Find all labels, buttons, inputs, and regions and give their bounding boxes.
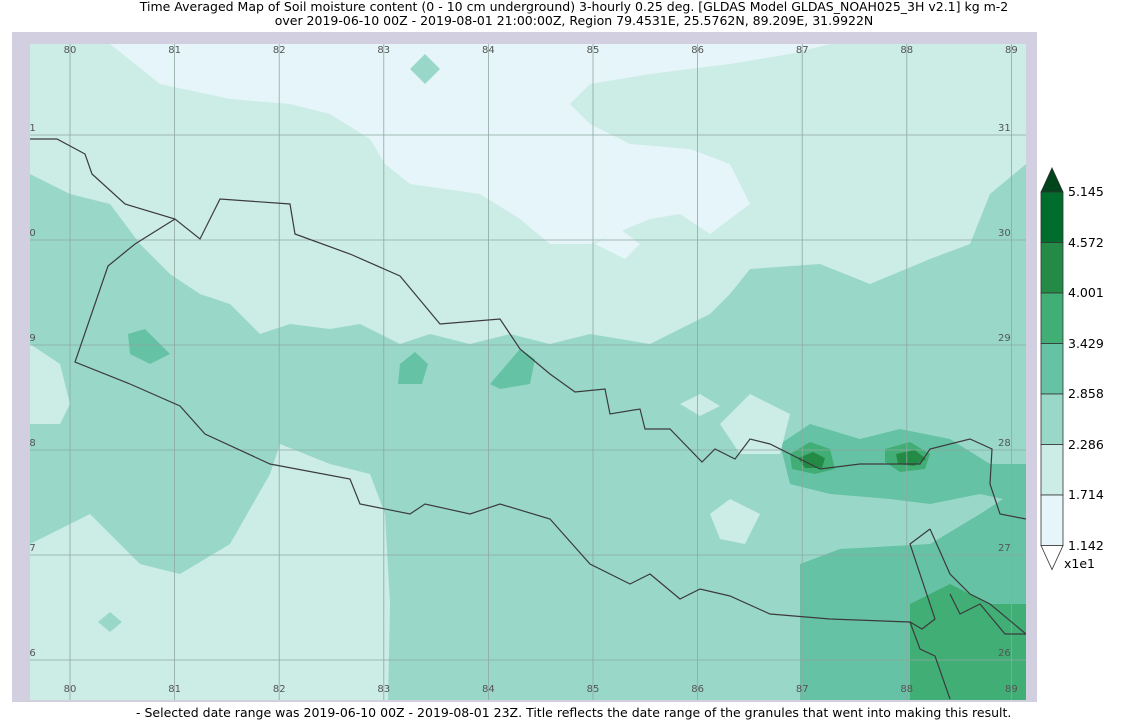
light-region-southwest (30, 444, 390, 700)
lat-label-26-left: 26 (30, 648, 36, 659)
lat-label-30-left: 30 (30, 228, 36, 239)
lat-label-27-right: 27 (998, 543, 1011, 554)
map-title: Time Averaged Map of Soil moisture conte… (0, 0, 1148, 28)
patch-west (128, 329, 170, 364)
light-region-west (30, 344, 70, 424)
lat-label-31-left: 31 (30, 123, 36, 134)
lon-label-85-top: 85 (587, 45, 600, 56)
lat-label-29-left: 29 (30, 333, 36, 344)
lat-label-28-left: 28 (30, 438, 36, 449)
hotspot-east-2-core (896, 450, 926, 466)
light-island-1 (680, 394, 720, 416)
patch-southwest (98, 612, 122, 632)
colorbar-max-arrow (1040, 167, 1064, 193)
colorbar-swatch-1 (1040, 242, 1064, 294)
colorbar-label: 1.142 (1068, 537, 1104, 553)
lon-label-84-bottom: 84 (482, 684, 495, 695)
lat-label-30-right: 30 (998, 228, 1011, 239)
lat-label-28-right: 28 (998, 438, 1011, 449)
colorbar-swatch-2 (1040, 292, 1064, 344)
lat-label-27-left: 27 (30, 543, 36, 554)
colorbar-min-arrow (1040, 545, 1064, 571)
patch-north (410, 54, 440, 84)
country-borders (30, 138, 1026, 700)
lon-label-87-bottom: 87 (796, 684, 809, 695)
lon-label-83-bottom: 83 (377, 684, 390, 695)
lon-label-84-top: 84 (482, 45, 495, 56)
hotspot-east-1-core (798, 452, 825, 468)
title-line-2: over 2019-06-10 00Z - 2019-08-01 21:00:0… (274, 13, 874, 28)
colorbar-swatch-6 (1040, 494, 1064, 546)
lon-label-82-bottom: 82 (273, 684, 286, 695)
lightest-region-north (30, 44, 830, 244)
colorbar-label: 2.286 (1068, 436, 1104, 452)
lat-label-26-right: 26 (998, 648, 1011, 659)
colorbar (1040, 167, 1064, 571)
colorbar-swatch-0 (1040, 191, 1064, 243)
colorbar-swatch-5 (1040, 444, 1064, 496)
lon-label-86-top: 86 (691, 45, 704, 56)
lon-label-88-top: 88 (900, 45, 913, 56)
dark-region-southeast (910, 584, 1026, 700)
colorbar-label: 4.572 (1068, 234, 1104, 250)
colorbar-label: 2.858 (1068, 386, 1104, 401)
lon-label-85-bottom: 85 (587, 684, 600, 695)
title-line-1: Time Averaged Map of Soil moisture conte… (139, 0, 1009, 14)
map-canvas[interactable]: 80 80 81 81 82 82 83 83 84 84 85 85 86 86 87 87 88 88 89 89… (30, 44, 1026, 700)
lon-label-82-top: 82 (273, 45, 286, 56)
lon-label-81-bottom: 81 (168, 684, 181, 695)
lightest-blob (595, 229, 640, 259)
patch-nepal-1 (490, 349, 535, 389)
lon-label-83-top: 83 (377, 45, 390, 56)
colorbar-label: 5.145 (1068, 184, 1104, 199)
lat-label-29-right: 29 (998, 333, 1011, 344)
lon-label-80-top: 80 (64, 45, 77, 56)
graticule-labels: 80 80 81 81 82 82 83 83 84 84 85 85 86 86 87 87 88 88 89 89… (30, 45, 1018, 695)
colorbar-label: 1.714 (1068, 487, 1104, 502)
footer-note: - Selected date range was 2019-06-10 00Z… (136, 705, 1012, 720)
colorbar-swatch-3 (1040, 343, 1064, 395)
lon-label-89-bottom: 89 (1005, 684, 1018, 695)
patch-nepal-2 (398, 352, 428, 384)
colorbar-label: 4.001 (1068, 285, 1104, 300)
light-island-3 (720, 394, 790, 454)
lon-label-80-bottom: 80 (64, 684, 77, 695)
lat-label-31-right: 31 (998, 123, 1011, 134)
lon-label-87-top: 87 (796, 45, 809, 56)
light-island-2 (710, 499, 760, 544)
colorbar-swatch-4 (1040, 393, 1064, 445)
lon-label-88-bottom: 88 (900, 684, 913, 695)
graticule (30, 44, 1026, 700)
colorbar-scale: x1e1 (1064, 556, 1095, 571)
lon-label-86-bottom: 86 (691, 684, 704, 695)
lon-label-81-top: 81 (168, 45, 181, 56)
lon-label-89-top: 89 (1005, 45, 1018, 56)
colorbar-label: 3.429 (1068, 335, 1104, 351)
